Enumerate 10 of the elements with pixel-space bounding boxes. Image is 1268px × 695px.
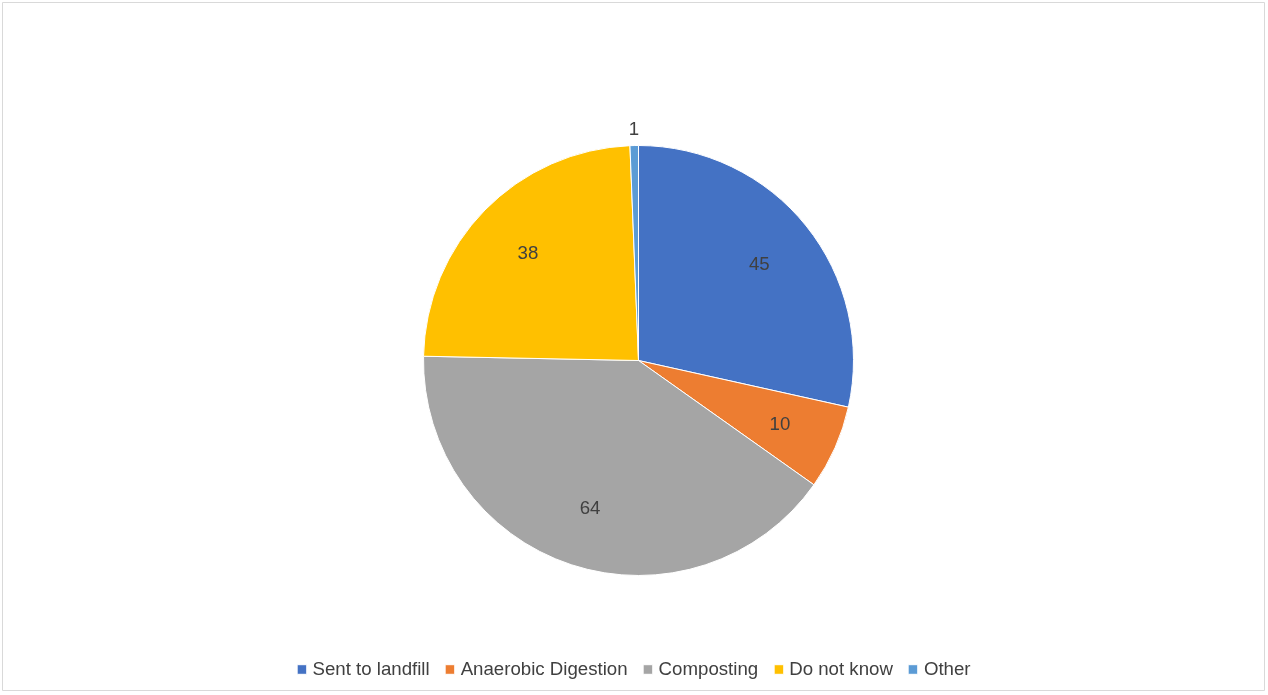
legend-label: Composting	[658, 658, 759, 680]
data-label: 38	[517, 241, 539, 263]
legend-label: Sent to landfill	[312, 658, 430, 680]
data-label: 10	[769, 412, 791, 434]
data-label: 45	[748, 253, 770, 275]
legend-label: Do not know	[789, 658, 893, 680]
legend-label: Other	[923, 658, 971, 680]
data-label: 1	[628, 117, 640, 139]
data-label: 64	[579, 497, 601, 519]
legend-label: Anaerobic Digestion	[460, 658, 628, 680]
